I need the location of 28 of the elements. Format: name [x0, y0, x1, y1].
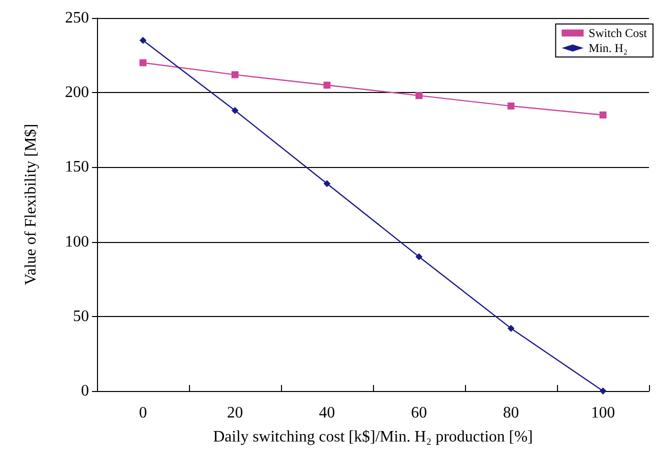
y-tick-label: 250 — [65, 10, 89, 26]
x-tick-label: 0 — [139, 404, 147, 422]
y-axis-title: Value of Flexibility [M$] — [22, 124, 40, 286]
y-tick-label: 0 — [81, 382, 89, 400]
legend-label: Switch Cost — [588, 26, 648, 40]
legend-label: Min. H₂ — [588, 41, 628, 55]
point — [324, 180, 330, 188]
x-tick-label: 60 — [411, 404, 427, 422]
point — [232, 107, 238, 114]
point — [232, 71, 238, 78]
y-tick-label: 150 — [65, 158, 89, 176]
x-axis-title: Daily switching cost [k$]/Min. H₂ production [%] — [213, 428, 533, 446]
x-tick-label: 100 — [591, 404, 615, 422]
point — [600, 111, 606, 118]
point — [416, 253, 422, 260]
point — [508, 324, 514, 332]
x-tick-label: 80 — [503, 404, 519, 422]
point — [600, 388, 606, 394]
y-tick-label: 100 — [65, 233, 89, 250]
point — [140, 59, 146, 66]
x-tick-label: 40 — [319, 404, 335, 422]
point — [140, 36, 146, 44]
y-tick-label: 200 — [65, 84, 89, 102]
point — [416, 92, 422, 100]
y-tick-label: 50 — [73, 308, 89, 325]
x-tick-label: 20 — [227, 404, 243, 422]
point — [508, 102, 514, 110]
point — [324, 82, 330, 89]
